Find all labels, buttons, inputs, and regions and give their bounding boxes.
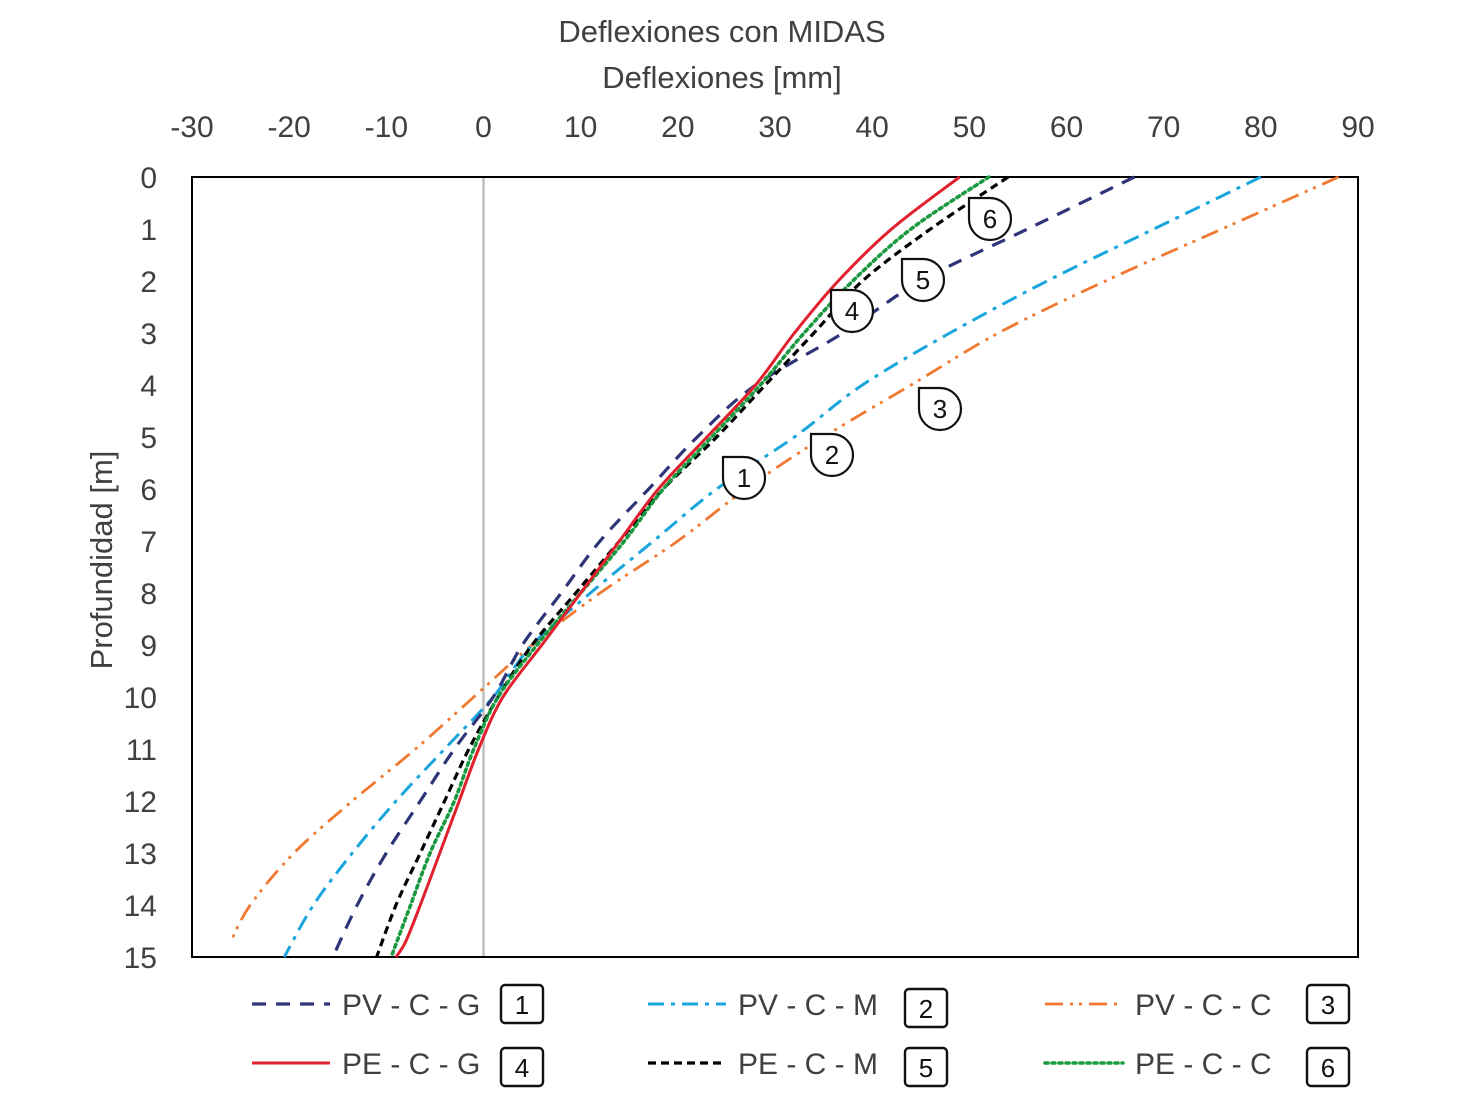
callout-5: 5 bbox=[900, 257, 946, 303]
x-tick-label: 70 bbox=[1147, 111, 1180, 144]
legend-number: 2 bbox=[919, 994, 933, 1024]
y-tick-label: 15 bbox=[124, 942, 157, 975]
legend-number: 4 bbox=[515, 1053, 529, 1083]
y-tick-label: 7 bbox=[140, 526, 157, 559]
callout-number: 6 bbox=[983, 204, 997, 234]
callout-6: 6 bbox=[967, 196, 1013, 242]
legend-entry-3: PV - C - C 3 bbox=[1045, 983, 1351, 1025]
y-tick-label: 0 bbox=[140, 162, 157, 195]
legend-number: 5 bbox=[919, 1053, 933, 1083]
callout-1: 1 bbox=[721, 455, 767, 501]
legend-number-box bbox=[903, 987, 949, 1029]
legend-entry-5: PE - C - M 5 bbox=[648, 1046, 949, 1088]
callout-bubble bbox=[721, 455, 767, 501]
chart-title: Deflexiones con MIDAS bbox=[558, 14, 885, 49]
series-line-1 bbox=[331, 175, 1136, 958]
callout-bubble bbox=[900, 257, 946, 303]
legend: PV - C - G 1 PV - C - M 2 PV - C - C 3 PE - C … bbox=[252, 983, 1351, 1088]
legend-entry-1: PV - C - G 1 bbox=[252, 983, 545, 1025]
y-tick-label: 3 bbox=[140, 318, 157, 351]
x-tick-label: 80 bbox=[1244, 111, 1277, 144]
legend-label: PV - C - M bbox=[738, 989, 878, 1022]
x-tick-label: 40 bbox=[855, 111, 888, 144]
legend-label: PE - C - M bbox=[738, 1048, 878, 1081]
legend-label: PV - C - G bbox=[342, 989, 480, 1022]
y-tick-label: 2 bbox=[140, 266, 157, 299]
y-axis-label: Profundidad [m] bbox=[84, 451, 119, 670]
series-callouts: 1 2 3 4 5 6 bbox=[721, 196, 1013, 501]
legend-label: PE - C - C bbox=[1135, 1048, 1272, 1081]
callout-number: 5 bbox=[916, 265, 930, 295]
series-line-4 bbox=[394, 175, 961, 958]
x-tick-label: 60 bbox=[1050, 111, 1083, 144]
x-tick-label: 30 bbox=[758, 111, 791, 144]
y-tick-label: 4 bbox=[140, 370, 157, 403]
x-axis-label: Deflexiones [mm] bbox=[602, 60, 841, 95]
y-tick-label: 10 bbox=[124, 682, 157, 715]
x-tick-label: 0 bbox=[475, 111, 492, 144]
x-tick-label: -20 bbox=[267, 111, 310, 144]
x-tick-label: -30 bbox=[170, 111, 213, 144]
series-lines bbox=[229, 175, 1340, 959]
x-tick-label: 90 bbox=[1341, 111, 1374, 144]
callout-number: 2 bbox=[825, 440, 839, 470]
y-tick-label: 13 bbox=[124, 838, 157, 871]
callout-3: 3 bbox=[917, 386, 963, 432]
legend-number-box bbox=[903, 1046, 949, 1088]
y-tick-label: 11 bbox=[126, 734, 157, 767]
legend-label: PE - C - G bbox=[342, 1048, 480, 1081]
legend-number: 1 bbox=[515, 990, 529, 1020]
series-line-6 bbox=[389, 175, 991, 959]
y-tick-label: 14 bbox=[124, 890, 157, 923]
callout-number: 3 bbox=[933, 394, 947, 424]
callout-bubble bbox=[967, 196, 1013, 242]
y-tick-label: 9 bbox=[140, 630, 157, 663]
x-tick-label: -10 bbox=[365, 111, 408, 144]
legend-label: PV - C - C bbox=[1135, 989, 1272, 1022]
legend-number-box bbox=[1305, 1046, 1351, 1088]
y-tick-label: 1 bbox=[140, 214, 157, 247]
callout-number: 1 bbox=[737, 463, 751, 493]
y-tick-label: 5 bbox=[140, 422, 157, 455]
callout-2: 2 bbox=[809, 432, 855, 478]
legend-entry-4: PE - C - G 4 bbox=[252, 1046, 545, 1088]
legend-entry-6: PE - C - C 6 bbox=[1043, 1046, 1351, 1088]
legend-number-box bbox=[499, 983, 545, 1025]
x-tick-label: 10 bbox=[564, 111, 597, 144]
legend-number-box bbox=[1305, 983, 1351, 1025]
legend-number: 3 bbox=[1321, 990, 1335, 1020]
plot-area bbox=[191, 176, 1359, 958]
series-line-2 bbox=[282, 175, 1262, 958]
callout-number: 4 bbox=[845, 296, 859, 326]
legend-number: 6 bbox=[1321, 1053, 1335, 1083]
series-line-3 bbox=[229, 175, 1340, 943]
x-tick-labels: -30 -20 -10 0 10 20 30 40 50 60 70 80 90 bbox=[170, 111, 1374, 144]
callout-bubble bbox=[809, 432, 855, 478]
callout-bubble bbox=[917, 386, 963, 432]
callout-bubble bbox=[829, 288, 875, 334]
x-tick-label: 20 bbox=[661, 111, 694, 144]
legend-number-box bbox=[499, 1046, 545, 1088]
callout-4: 4 bbox=[829, 288, 875, 334]
x-tick-label: 50 bbox=[953, 111, 986, 144]
y-tick-label: 8 bbox=[140, 578, 157, 611]
y-tick-label: 6 bbox=[140, 474, 157, 507]
legend-entry-2: PV - C - M 2 bbox=[648, 987, 949, 1029]
y-tick-label: 12 bbox=[124, 786, 157, 819]
